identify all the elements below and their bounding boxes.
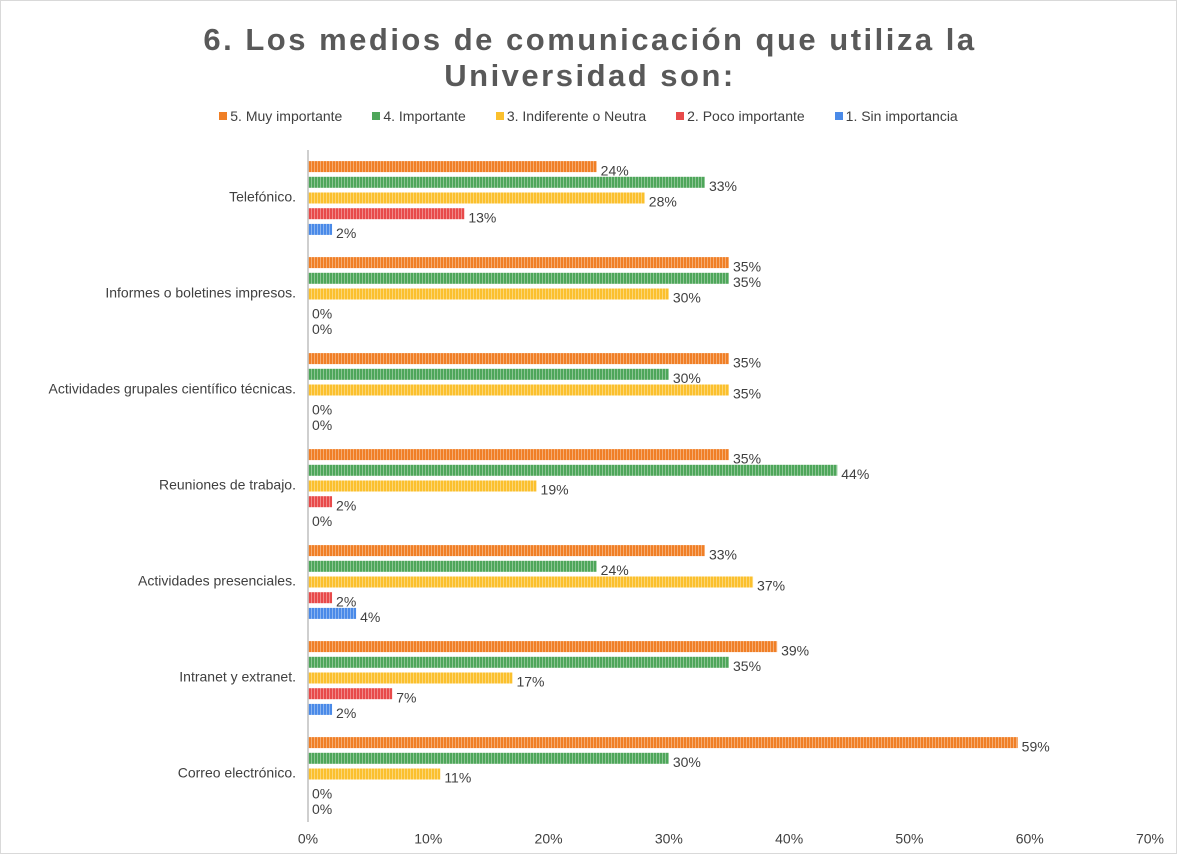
- x-tick-label: 60%: [1016, 831, 1044, 847]
- data-label: 28%: [649, 194, 677, 210]
- data-label: 59%: [1022, 738, 1050, 754]
- data-label: 11%: [444, 770, 471, 786]
- data-label: 2%: [336, 593, 356, 609]
- bar: [308, 576, 754, 588]
- legend-label: 3. Indiferente o Neutra: [506, 108, 647, 124]
- data-label: 35%: [733, 386, 761, 402]
- y-tick-label: Actividades presenciales.: [138, 573, 296, 589]
- legend-swatch: [372, 112, 381, 120]
- data-label: 0%: [312, 417, 332, 433]
- x-tick-label: 50%: [895, 831, 923, 847]
- data-label: 2%: [336, 497, 356, 513]
- bar: [308, 449, 729, 461]
- data-label: 30%: [673, 754, 701, 770]
- bar: [308, 560, 597, 572]
- bar: [308, 545, 705, 557]
- data-label: 37%: [757, 578, 785, 594]
- data-label: 0%: [312, 321, 332, 337]
- data-label: 30%: [673, 370, 701, 386]
- bar: [308, 368, 669, 380]
- bar: [308, 161, 597, 173]
- data-label: 17%: [516, 674, 544, 690]
- data-label: 0%: [312, 513, 332, 529]
- bar: [308, 257, 729, 269]
- bar: [308, 672, 513, 684]
- bar: [308, 592, 333, 604]
- legend-item: 3. Indiferente o Neutra: [495, 108, 647, 124]
- data-label: 0%: [312, 305, 332, 321]
- legend-swatch: [219, 112, 228, 120]
- data-label: 35%: [733, 258, 761, 274]
- legend-item: 1. Sin importancia: [834, 108, 958, 124]
- data-label: 30%: [673, 290, 701, 306]
- data-label: 35%: [733, 354, 761, 370]
- y-tick-label: Informes o boletines impresos.: [105, 285, 296, 301]
- bar: [308, 176, 705, 188]
- bar: [308, 464, 838, 476]
- data-label: 19%: [541, 482, 569, 498]
- x-tick-label: 40%: [775, 831, 803, 847]
- data-label: 35%: [733, 274, 761, 290]
- x-tick-label: 0%: [298, 831, 318, 847]
- legend-label: 1. Sin importancia: [845, 108, 958, 124]
- bar: [308, 288, 669, 300]
- data-label: 0%: [312, 401, 332, 417]
- legend-label: 2. Poco importante: [687, 108, 805, 124]
- bar: [308, 272, 729, 284]
- bar: [308, 688, 393, 700]
- chart-title: 6. Los medios de comunicación que utiliz…: [203, 22, 977, 93]
- data-label: 4%: [360, 609, 380, 625]
- bar: [308, 752, 669, 764]
- bar: [308, 656, 729, 668]
- y-tick-label: Correo electrónico.: [178, 765, 296, 781]
- x-tick-label: 10%: [414, 831, 442, 847]
- bar: [308, 703, 333, 715]
- legend-label: 4. Importante: [383, 108, 466, 124]
- bar: [308, 480, 537, 492]
- bar: [308, 607, 357, 619]
- x-tick-label: 70%: [1136, 831, 1164, 847]
- bar: [308, 223, 333, 235]
- data-label: 2%: [336, 705, 356, 721]
- data-label: 13%: [468, 209, 496, 225]
- bar: [308, 737, 1018, 749]
- x-tick-label: 30%: [655, 831, 683, 847]
- bar: [308, 641, 778, 653]
- data-label: 44%: [841, 466, 869, 482]
- legend-item: 2. Poco importante: [676, 108, 805, 124]
- legend: 5. Muy importante 4. Importante 3. Indifer…: [0, 108, 1177, 124]
- y-tick-label: Actividades grupales científico técnicas…: [49, 381, 296, 397]
- bar: [308, 208, 465, 220]
- bar: [308, 384, 729, 396]
- y-tick-label: Intranet y extranet.: [179, 669, 296, 685]
- legend-swatch: [676, 112, 685, 120]
- bar: [308, 496, 333, 508]
- data-label: 35%: [733, 450, 761, 466]
- bar: [308, 768, 441, 780]
- data-label: 39%: [781, 642, 809, 658]
- data-label: 24%: [601, 562, 629, 578]
- data-label: 0%: [312, 785, 332, 801]
- x-tick-label: 20%: [535, 831, 563, 847]
- bar: [308, 192, 645, 204]
- legend-swatch: [495, 112, 504, 120]
- data-label: 35%: [733, 658, 761, 674]
- data-label: 2%: [336, 225, 356, 241]
- data-label: 0%: [312, 801, 332, 817]
- legend-item: 5. Muy importante: [219, 108, 342, 124]
- data-label: 24%: [601, 162, 629, 178]
- data-label: 7%: [396, 689, 416, 705]
- legend-label: 5. Muy importante: [230, 108, 343, 124]
- data-label: 33%: [709, 546, 737, 562]
- legend-swatch: [834, 112, 843, 120]
- legend-item: 4. Importante: [372, 108, 466, 124]
- data-label: 33%: [709, 178, 737, 194]
- y-tick-label: Telefónico.: [229, 189, 296, 205]
- y-tick-label: Reuniones de trabajo.: [159, 477, 296, 493]
- bar: [308, 353, 729, 365]
